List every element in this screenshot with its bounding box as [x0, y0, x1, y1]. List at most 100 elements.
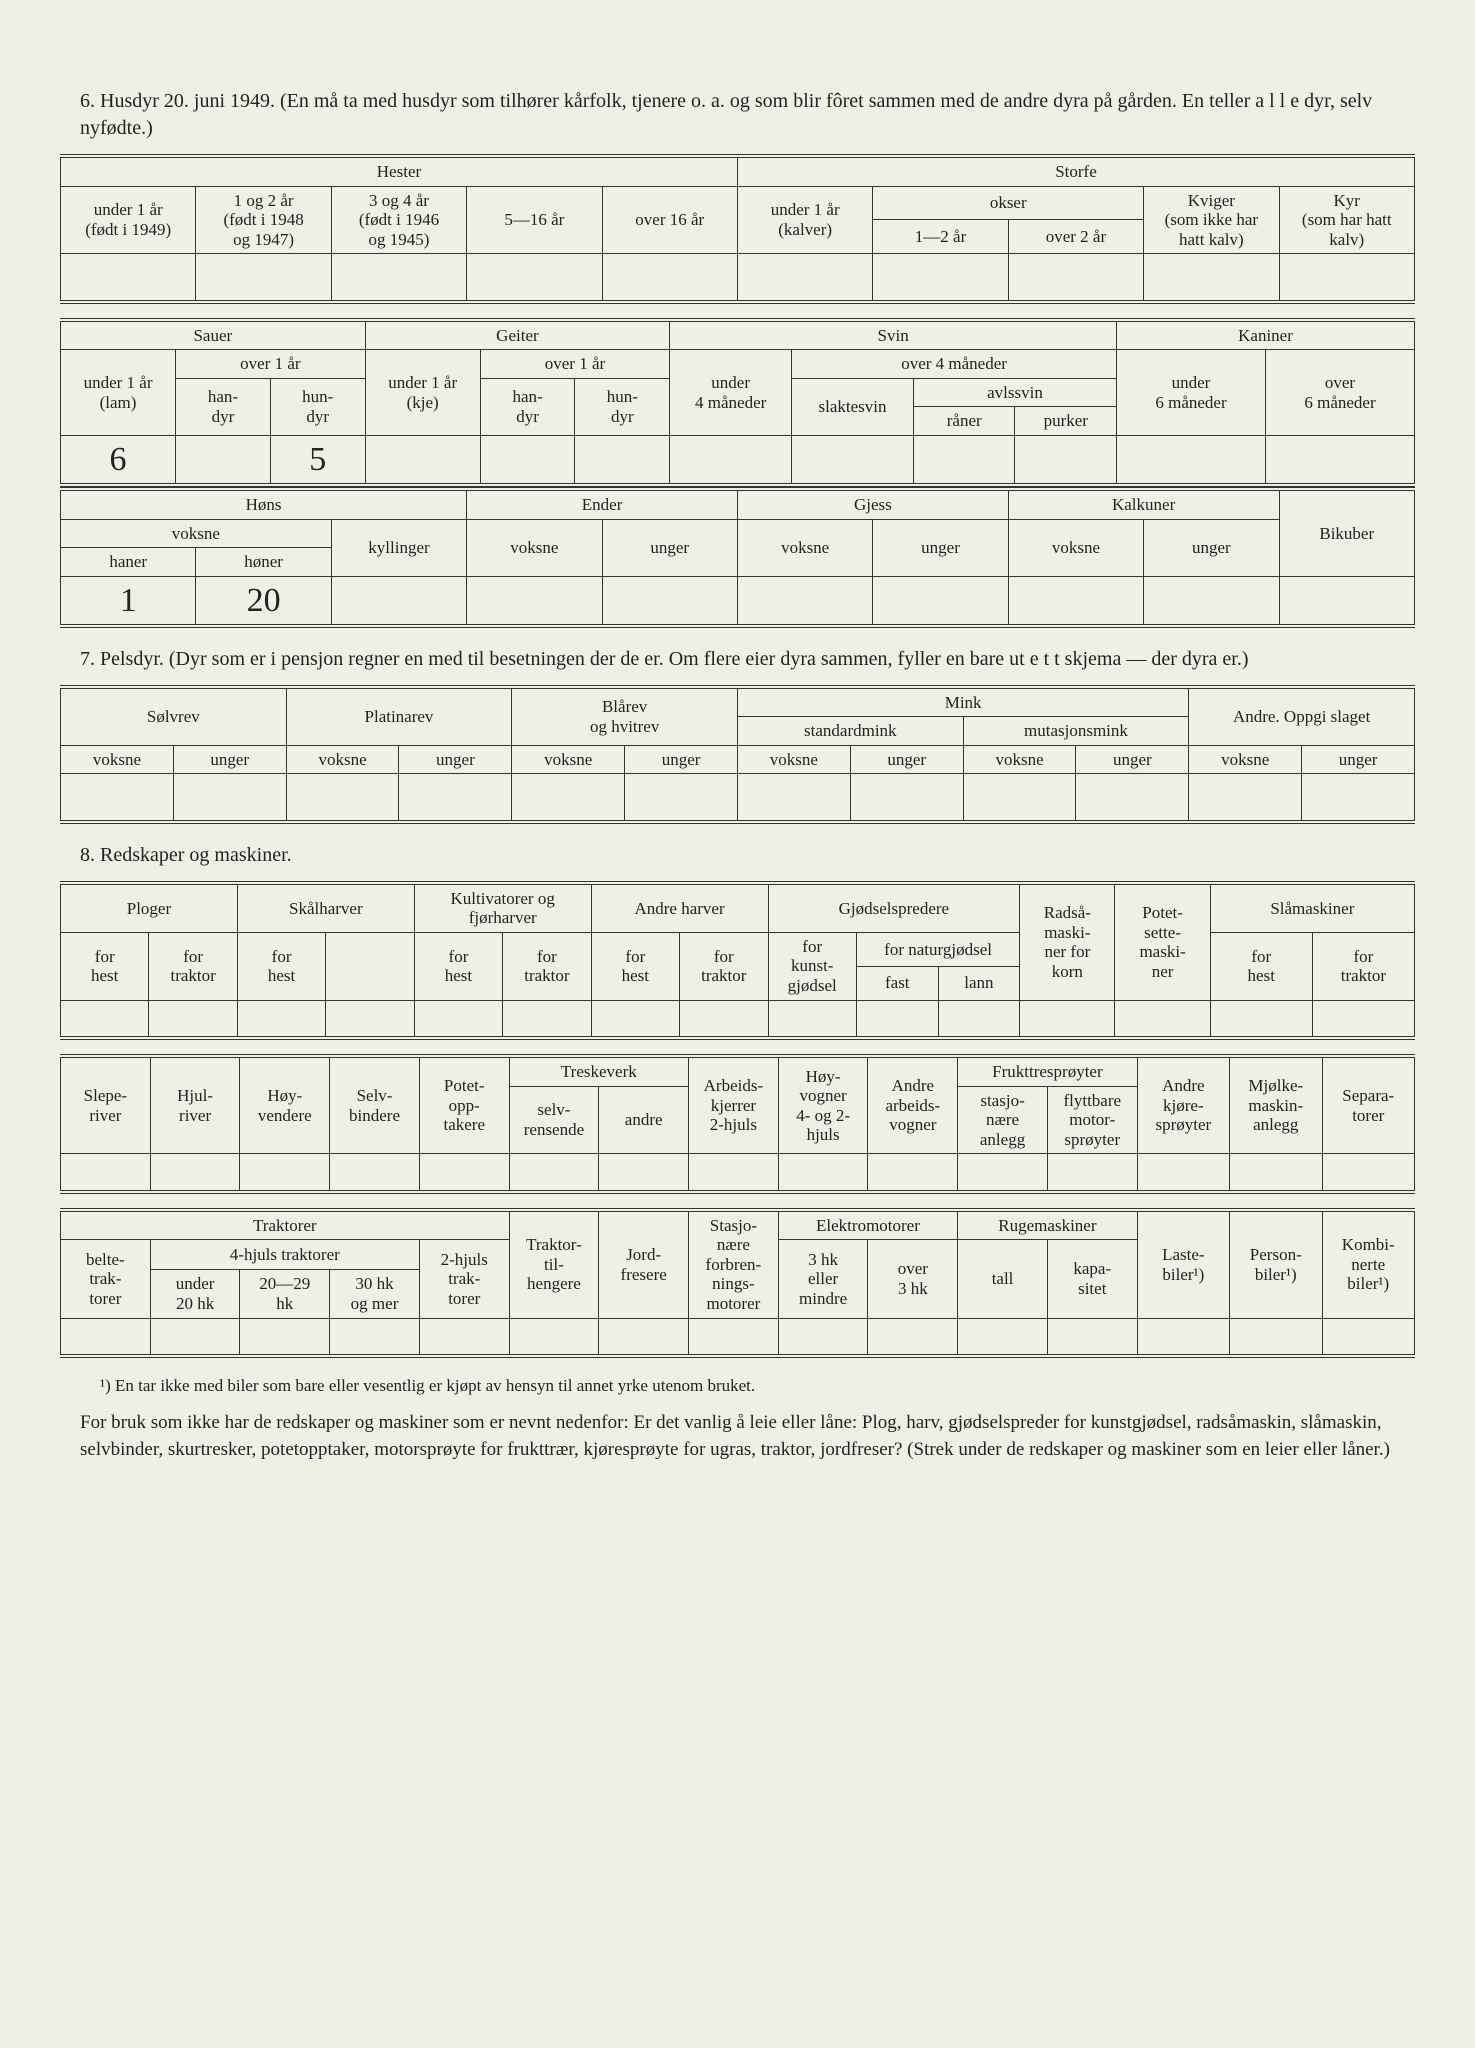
val-8a-12	[1020, 1000, 1115, 1038]
table-redskaper-a: Ploger Skålharver Kultivatorer og fjørha…	[60, 881, 1415, 1040]
col-a-h5: for hest	[1210, 932, 1312, 1000]
group-hons: Høns	[61, 489, 467, 519]
group-kaniner: Kaniner	[1117, 320, 1415, 350]
col-tilheng: Traktor- til- hengere	[509, 1210, 599, 1318]
col-a10: Kyr (som har hatt kalv)	[1279, 186, 1414, 254]
val-8b-7	[599, 1154, 689, 1192]
val-8b-8	[689, 1154, 779, 1192]
val-c10	[1279, 576, 1414, 626]
group-gjess: Gjess	[737, 489, 1008, 519]
col-a-h1: for hest	[61, 932, 149, 1000]
val-c4	[467, 576, 602, 626]
col-kombi: Kombi- nerte biler¹)	[1322, 1210, 1415, 1318]
col-h30: 30 hk og mer	[330, 1270, 420, 1318]
col-c8: voksne	[1008, 519, 1143, 576]
col-tall: tall	[958, 1240, 1048, 1318]
grp-traktorer: Traktorer	[61, 1210, 510, 1240]
group-svin: Svin	[670, 320, 1117, 350]
table-hons-ender-gjess: Høns Ender Gjess Kalkuner Bikuber voksne…	[60, 487, 1415, 628]
val-8c-11	[958, 1318, 1048, 1356]
val-8b-3	[240, 1154, 330, 1192]
col-kapa: kapa- sitet	[1047, 1240, 1137, 1318]
col-b5: han- dyr	[480, 378, 575, 435]
col-tohjuls: 2-hjuls trak- torer	[419, 1240, 509, 1318]
col-a6: under 1 år (kalver)	[737, 186, 872, 254]
val-8a-14	[1210, 1000, 1312, 1038]
val-a1	[61, 254, 196, 302]
val-p7	[737, 774, 850, 822]
col-andre: andre	[599, 1086, 689, 1154]
col-a-t5: for traktor	[1312, 932, 1414, 1000]
col-a4: 5—16 år	[467, 186, 602, 254]
val-8c-5	[419, 1318, 509, 1356]
col-c1: haner	[61, 548, 196, 577]
col-p-v2: voksne	[286, 745, 399, 774]
val-c9	[1144, 576, 1279, 626]
col-a8: over 2 år	[1008, 220, 1143, 254]
val-8a-3	[237, 1000, 325, 1038]
val-8a-2	[149, 1000, 237, 1038]
section6-heading: 6. Husdyr 20. juni 1949. (En må ta med h…	[80, 88, 1415, 142]
val-8a-7	[591, 1000, 679, 1038]
grp-fruktspr: Frukttresprøyter	[958, 1056, 1137, 1086]
val-p1	[61, 774, 174, 822]
val-a5	[602, 254, 737, 302]
val-p8	[850, 774, 963, 822]
col-p-u2: unger	[399, 745, 512, 774]
col-stasjforbr: Stasjo- nære forbren- nings- motorer	[689, 1210, 779, 1318]
val-b7	[670, 435, 792, 485]
col-person: Person- biler¹)	[1230, 1210, 1322, 1318]
footnote1: ¹) En tar ikke med biler som bare eller …	[100, 1376, 1395, 1396]
group-standardmink: standardmink	[737, 717, 963, 746]
col-p-u6: unger	[1302, 745, 1415, 774]
col-c7: unger	[873, 519, 1008, 576]
col-selvb: Selv- bindere	[330, 1056, 420, 1154]
col-p-u1: unger	[173, 745, 286, 774]
col-p-u4: unger	[850, 745, 963, 774]
val-8c-1	[61, 1318, 151, 1356]
val-8a-15	[1312, 1000, 1414, 1038]
val-b11	[1117, 435, 1266, 485]
group-solvrev: Sølvrev	[61, 687, 287, 746]
col-avlssvin: avlssvin	[913, 378, 1116, 407]
val-p3	[286, 774, 399, 822]
table-hester-storfe: Hester Storfe under 1 år (født i 1949) 1…	[60, 154, 1415, 304]
val-b10	[1015, 435, 1117, 485]
group-storfe: Storfe	[737, 156, 1414, 186]
col-voksne-h: voksne	[61, 519, 332, 548]
val-b4	[365, 435, 480, 485]
grp-gjodsel: Gjødselspredere	[768, 883, 1020, 933]
col-hk3: 3 hk eller mindre	[778, 1240, 868, 1318]
val-p11	[1189, 774, 1302, 822]
val-c3	[331, 576, 466, 626]
val-8a-1	[61, 1000, 149, 1038]
grp-elektro: Elektromotorer	[778, 1210, 957, 1240]
col-a-h2: for hest	[237, 932, 325, 1000]
col-a1: under 1 år (født i 1949)	[61, 186, 196, 254]
val-c1: 1	[61, 576, 196, 626]
val-8b-6	[509, 1154, 599, 1192]
val-c2: 20	[196, 576, 331, 626]
col-fast: fast	[856, 966, 938, 1000]
val-a7	[873, 254, 1008, 302]
val-8b-12	[1047, 1154, 1137, 1192]
val-8b-2	[150, 1154, 240, 1192]
val-8c-9	[778, 1318, 868, 1356]
val-c8	[1008, 576, 1143, 626]
val-b9	[913, 435, 1015, 485]
col-c9: unger	[1144, 519, 1279, 576]
grp-treske: Treskeverk	[509, 1056, 688, 1086]
val-8c-14	[1230, 1318, 1322, 1356]
val-c7	[873, 576, 1008, 626]
val-8a-9	[768, 1000, 856, 1038]
col-belte: belte- trak- torer	[61, 1240, 151, 1318]
val-8c-6	[509, 1318, 599, 1356]
val-c6	[737, 576, 872, 626]
val-b8	[792, 435, 914, 485]
table-redskaper-b: Slepe- river Hjul- river Høy- vendere Se…	[60, 1054, 1415, 1194]
val-8c-4	[330, 1318, 420, 1356]
val-p9	[963, 774, 1076, 822]
val-8b-10	[868, 1154, 958, 1192]
val-c5	[602, 576, 737, 626]
col-stasj: stasjo- nære anlegg	[958, 1086, 1048, 1154]
